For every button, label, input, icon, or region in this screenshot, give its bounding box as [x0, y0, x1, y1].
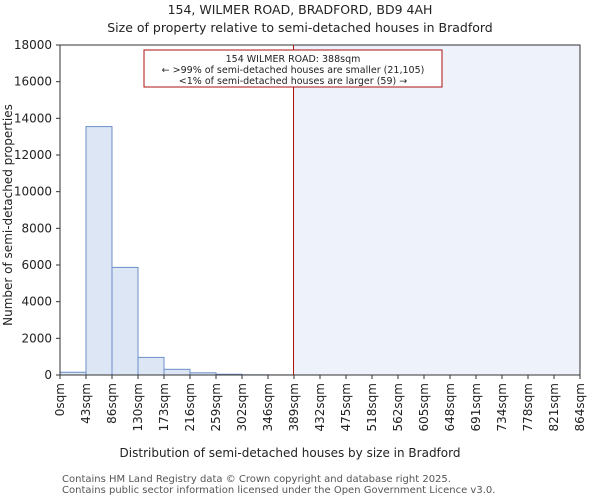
x-tick-label: 864sqm: [573, 383, 587, 431]
y-tick-label: 10000: [14, 185, 52, 199]
x-tick-label: 302sqm: [235, 383, 249, 431]
x-tick-label: 648sqm: [443, 383, 457, 431]
y-tick-label: 2000: [21, 331, 52, 345]
annotation-line-3: <1% of semi-detached houses are larger (…: [179, 76, 407, 87]
chart-title: 154, WILMER ROAD, BRADFORD, BD9 4AH: [167, 2, 433, 17]
larger-region-shade: [293, 45, 580, 375]
histogram-bar: [111, 266, 139, 376]
annotation-line-2: ← >99% of semi-detached houses are small…: [162, 65, 425, 76]
y-tick-label: 6000: [21, 258, 52, 272]
x-tick-label: 86sqm: [105, 383, 119, 424]
x-tick-label: 43sqm: [79, 383, 93, 424]
x-tick-label: 734sqm: [495, 383, 509, 431]
footer-licence: Contains public sector information licen…: [62, 485, 496, 496]
y-tick-label: 16000: [14, 75, 52, 89]
x-tick-label: 605sqm: [417, 383, 431, 431]
histogram-bar: [137, 356, 165, 376]
footer-copyright: Contains HM Land Registry data © Crown c…: [62, 474, 451, 485]
y-tick-label: 14000: [14, 111, 52, 125]
x-tick-label: 346sqm: [261, 383, 275, 431]
x-tick-label: 475sqm: [339, 383, 353, 431]
x-tick-label: 173sqm: [157, 383, 171, 431]
x-tick-label: 389sqm: [287, 383, 301, 431]
x-tick-label: 821sqm: [547, 383, 561, 431]
y-tick-label: 18000: [14, 38, 52, 52]
histogram-bar: [163, 368, 191, 376]
x-tick-label: 216sqm: [183, 383, 197, 431]
x-tick-label: 691sqm: [469, 383, 483, 431]
histogram-bar: [85, 126, 113, 376]
x-tick-label: 562sqm: [391, 383, 405, 431]
y-tick-label: 0: [44, 368, 52, 382]
y-tick-label: 4000: [21, 295, 52, 309]
y-tick-label: 8000: [21, 221, 52, 235]
y-axis-label: Number of semi-detached properties: [1, 104, 15, 326]
x-tick-label: 778sqm: [521, 383, 535, 431]
x-tick-label: 259sqm: [209, 383, 223, 431]
histogram-chart: 0 2000 4000 6000 8000 10000 12000 14000 16000 180…: [1, 38, 587, 460]
x-tick-label: 518sqm: [365, 383, 379, 431]
annotation-line-1: 154 WILMER ROAD: 388sqm: [226, 54, 361, 65]
chart-subtitle: Size of property relative to semi-detach…: [107, 20, 493, 35]
x-axis-label: Distribution of semi-detached houses by …: [120, 446, 461, 460]
x-tick-label: 432sqm: [313, 383, 327, 431]
y-tick-label: 12000: [14, 148, 52, 162]
x-tick-label: 130sqm: [131, 383, 145, 431]
x-tick-label: 0sqm: [53, 383, 67, 416]
annotation-box: 154 WILMER ROAD: 388sqm ← >99% of semi-d…: [143, 49, 443, 88]
